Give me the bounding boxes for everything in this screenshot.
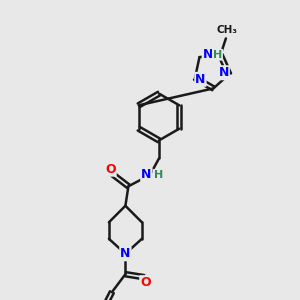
Text: N: N — [120, 247, 130, 260]
Text: CH₃: CH₃ — [217, 25, 238, 35]
Text: N: N — [203, 48, 213, 61]
Text: N: N — [141, 168, 152, 182]
Text: N: N — [218, 66, 229, 79]
Text: O: O — [105, 163, 116, 176]
Text: H: H — [154, 170, 163, 180]
Text: H: H — [213, 50, 222, 60]
Text: O: O — [140, 276, 151, 289]
Text: N: N — [195, 73, 206, 86]
